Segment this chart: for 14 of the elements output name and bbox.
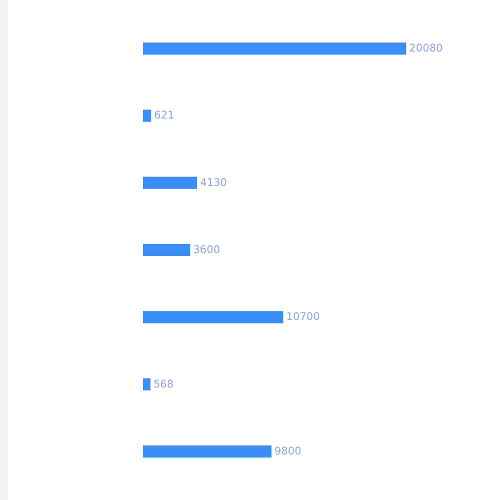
data-label: 20080 bbox=[409, 42, 444, 55]
bar bbox=[143, 244, 190, 256]
bar bbox=[143, 378, 150, 390]
bar bbox=[143, 445, 272, 458]
data-label: 3600 bbox=[193, 244, 220, 256]
data-label: 4130 bbox=[200, 176, 228, 189]
data-label: 10700 bbox=[286, 311, 320, 324]
bar bbox=[143, 176, 198, 189]
data-label: 9800 bbox=[274, 445, 302, 458]
bar bbox=[143, 311, 284, 324]
data-label: 568 bbox=[153, 378, 174, 390]
bar bbox=[143, 110, 152, 122]
data-label: 621 bbox=[154, 110, 174, 122]
bar bbox=[143, 42, 406, 55]
